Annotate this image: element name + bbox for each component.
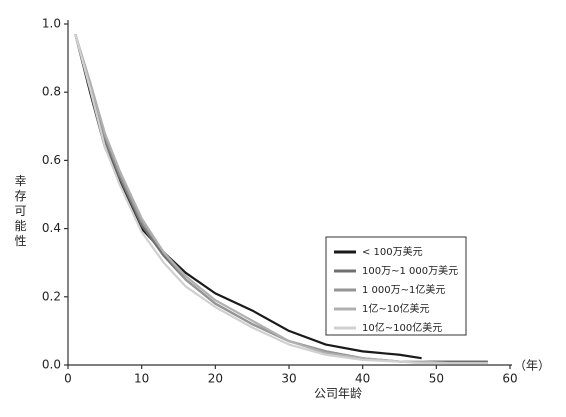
x-tick-label: 10 [134, 372, 149, 386]
legend-label: 10亿~100亿美元 [362, 321, 442, 334]
x-tick-label: 60 [502, 372, 517, 386]
series-line [74, 33, 488, 365]
legend-label: < 100万美元 [362, 245, 423, 258]
y-tick-label: 0.6 [42, 153, 61, 167]
legend-label: 1亿~10亿美元 [362, 302, 429, 315]
legend-label: 1 000万~1亿美元 [362, 283, 445, 296]
y-axis-label: 幸存可能性 [13, 174, 27, 249]
legend-label: 100万~1 000万美元 [362, 264, 458, 277]
y-tick-label: 0.4 [42, 221, 61, 235]
x-tick-label: 40 [355, 372, 370, 386]
y-tick-label: 0.2 [42, 289, 61, 303]
y-tick-label: 1.0 [42, 17, 61, 31]
x-axis-label: 公司年龄 [314, 387, 362, 401]
y-tick-label: 0.8 [42, 85, 61, 99]
x-tick-label: 50 [429, 372, 444, 386]
x-tick-label: 20 [208, 372, 223, 386]
x-tick-label: 0 [64, 372, 72, 386]
x-tick-label: 30 [281, 372, 296, 386]
y-tick-label: 0.0 [42, 358, 61, 372]
x-axis-unit: （年） [514, 359, 550, 373]
